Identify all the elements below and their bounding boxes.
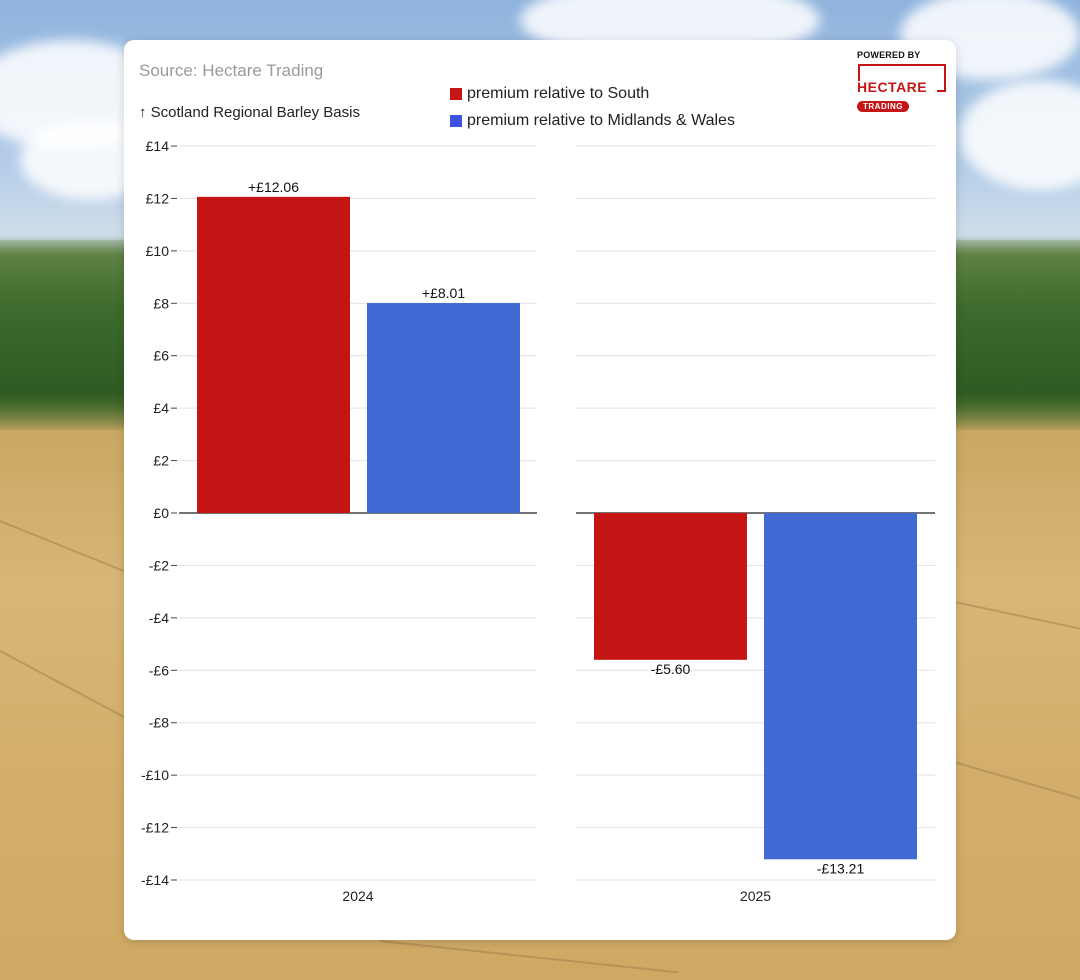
legend-swatch-south [450, 87, 462, 100]
x-tick-label: 2025 [740, 888, 771, 904]
y-tick-label: £8 [153, 295, 169, 311]
legend-label-midlands: premium relative to Midlands & Wales [467, 111, 735, 129]
data-label: +£12.06 [248, 179, 299, 195]
legend-item-midlands: premium relative to Midlands & Wales [450, 107, 735, 134]
source-label: Source: Hectare Trading [139, 61, 324, 80]
y-tick-label: £12 [146, 190, 170, 206]
y-tick-label: £0 [153, 505, 169, 521]
y-tick-label: £10 [146, 243, 170, 259]
logo-powered-by: POWERED BY [857, 50, 921, 60]
data-label: -£13.21 [817, 860, 865, 876]
y-tick-label: £4 [153, 400, 169, 416]
bar-chart: £14 £12 £10 £8 £6 £4 £2 £0 -£2 -£4 -£6 -£8 -£10 -£12 -… [141, 138, 935, 904]
logo-sub: TRADING [857, 101, 909, 112]
hectare-logo: POWERED BY HECTARE TRADING [857, 50, 949, 120]
x-tick-label: 2024 [342, 888, 373, 904]
y-axis-title: ↑ Scotland Regional Barley Basis [139, 104, 360, 121]
bar [197, 196, 350, 513]
y-tick-label: -£12 [141, 820, 169, 836]
legend-item-south: premium relative to South [450, 80, 735, 107]
y-tick-label: -£8 [149, 715, 169, 731]
y-tick-label: -£4 [149, 610, 169, 626]
data-label: -£5.60 [651, 661, 691, 677]
logo-frame-icon [858, 64, 946, 92]
legend: premium relative to South premium relati… [450, 80, 735, 134]
chart-card: Source: Hectare Trading ↑ Scotland Regio… [124, 40, 956, 940]
y-tick-label: -£6 [149, 662, 169, 678]
bar [764, 513, 917, 860]
bar [367, 303, 520, 513]
legend-label-south: premium relative to South [467, 84, 650, 102]
y-tick-label: £14 [146, 138, 170, 154]
y-tick-label: -£14 [141, 872, 169, 888]
logo-mark: HECTARE TRADING [857, 63, 946, 112]
legend-swatch-midlands [450, 114, 462, 127]
y-tick-label: £6 [153, 348, 169, 364]
bar [594, 513, 747, 660]
y-tick-label: -£10 [141, 767, 169, 783]
data-label: +£8.01 [422, 285, 465, 301]
y-tick-label: -£2 [149, 557, 169, 573]
y-tick-label: £2 [153, 453, 169, 469]
logo-brand: HECTARE [857, 79, 928, 95]
